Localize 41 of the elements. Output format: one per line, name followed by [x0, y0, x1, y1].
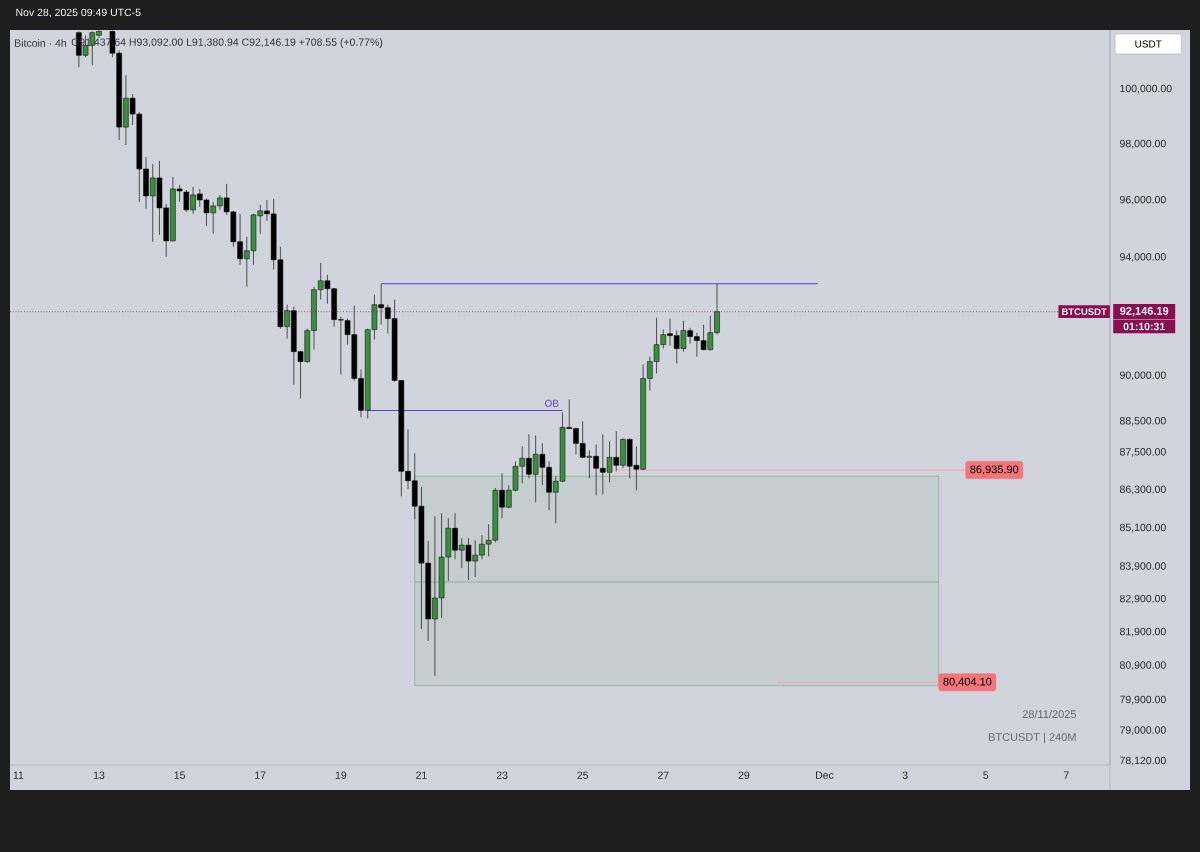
y-tick-label: 100,000.00 — [1120, 84, 1172, 94]
y-tick-label: 82,900.00 — [1119, 594, 1166, 604]
x-tick-label: 3 — [902, 771, 908, 779]
y-tick-label: 98,000.00 — [1120, 139, 1166, 149]
x-tick-label: 11 — [13, 771, 24, 779]
x-tick-label: 15 — [174, 771, 186, 779]
y-tick-label: 88,500.00 — [1119, 417, 1166, 426]
y-tick-label: 90,000.00 — [1120, 371, 1166, 381]
x-tick-label: Dec — [816, 771, 834, 779]
y-tick-label: 85,100.00 — [1119, 523, 1166, 533]
y-tick-label: 86,300.00 — [1119, 485, 1166, 495]
y-tick-label: 94,000.00 — [1120, 253, 1166, 262]
x-tick-label: 25 — [577, 771, 589, 779]
text: 01:10:31 — [1123, 322, 1165, 331]
y-tick-label: 78,120.00 — [1120, 756, 1166, 766]
x-tick-label: 19 — [335, 771, 347, 779]
x-tick-label: 7 — [1063, 771, 1069, 779]
y-tick-label: 80,900.00 — [1119, 661, 1166, 670]
x-tick-label: 29 — [738, 771, 750, 779]
y-tick-label: 79,900.00 — [1120, 695, 1166, 705]
y-tick-label: 83,900.00 — [1119, 562, 1166, 571]
text: Bitcoin · 4h — [15, 39, 67, 47]
y-tick-label: 81,900.00 — [1119, 627, 1166, 637]
x-tick-label: 17 — [255, 771, 266, 779]
x-tick-label: 23 — [496, 771, 508, 779]
annotation: OB — [545, 399, 559, 407]
x-tick-label: 13 — [93, 771, 105, 779]
text: USDT — [1135, 40, 1162, 48]
y-tick-label: 79,000.00 — [1120, 726, 1166, 736]
ref-line-label: 92,146.19 — [1120, 306, 1169, 317]
text: Nov 28, 2025 09:49 UTC-5 — [16, 8, 141, 18]
y-tick-label: 87,500.00 — [1119, 448, 1166, 457]
y-tick-label: 96,000.00 — [1120, 195, 1166, 205]
x-tick-label: 21 — [416, 771, 427, 779]
annotation: 28/11/2025 — [1022, 709, 1076, 719]
x-tick-label: 27 — [657, 771, 669, 779]
x-tick-label: 5 — [983, 771, 989, 779]
data-label: 86,935.90 — [970, 465, 1019, 475]
annotation: BTCUSDT | 240M — [988, 732, 1076, 744]
data-label: 80,404.10 — [943, 677, 992, 687]
annotation: BTCUSDT — [1062, 308, 1107, 316]
